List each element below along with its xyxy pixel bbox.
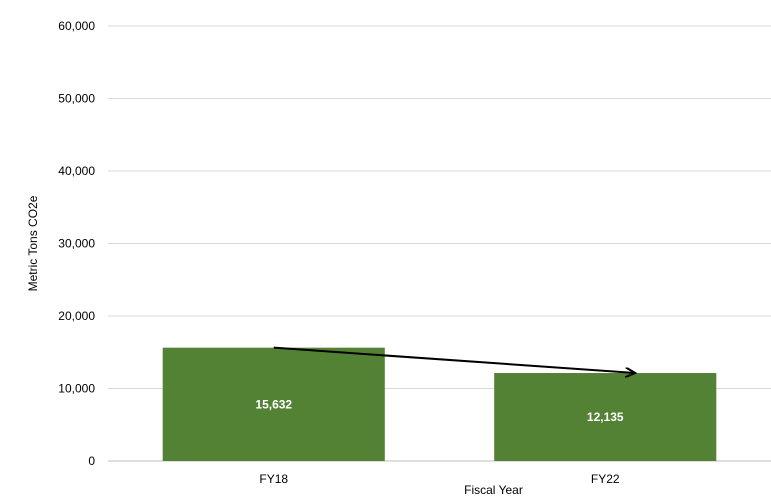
y-tick-label: 20,000 <box>58 309 95 323</box>
x-tick-label: FY18 <box>259 472 288 486</box>
bar-fy18 <box>162 347 385 461</box>
y-tick-label: 30,000 <box>58 237 95 251</box>
y-axis-title: Metric Tons CO2e <box>26 195 40 291</box>
x-axis-title: Fiscal Year <box>464 483 523 497</box>
y-tick-label: 10,000 <box>58 382 95 396</box>
data-labels: 15,632 12,135 <box>255 397 624 424</box>
x-tick-labels: FY18 FY22 <box>259 472 620 486</box>
y-tick-labels: 0 10,000 20,000 30,000 40,000 50,000 60,000 <box>58 19 95 468</box>
bars <box>162 347 717 461</box>
data-label: 15,632 <box>255 397 292 411</box>
y-tick-label: 0 <box>88 454 95 468</box>
decrease-arrow <box>273 346 636 373</box>
y-tick-label: 60,000 <box>58 19 95 33</box>
data-label: 12,135 <box>587 410 624 424</box>
y-tick-label: 50,000 <box>58 92 95 106</box>
y-tick-label: 40,000 <box>58 164 95 178</box>
bar-fy22 <box>494 373 717 461</box>
x-tick-label: FY22 <box>591 472 620 486</box>
